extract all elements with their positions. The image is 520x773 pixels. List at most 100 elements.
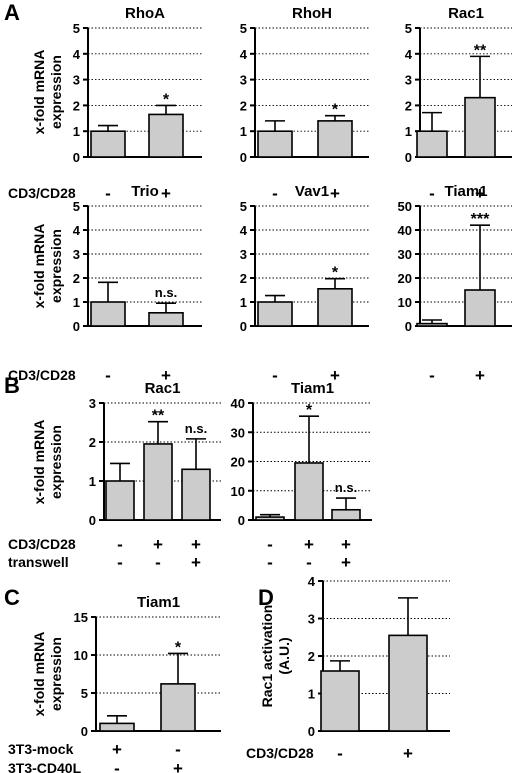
ns-label: n.s. [155,285,177,300]
condition-label: CD3/CD28 [8,536,76,552]
y-axis-label-line: x-fold mRNA [31,420,47,505]
condition-mark: - [272,184,278,203]
y-tick-label: 0 [89,513,96,528]
condition-mark: + [191,535,201,554]
bar [255,516,285,521]
bar [90,130,126,158]
bar [388,634,428,732]
y-tick-label: 30 [231,425,245,440]
y-tick-label: 1 [73,295,80,310]
condition-label: transwell [8,554,69,570]
y-tick-label: 2 [73,98,80,113]
y-tick-label: 5 [240,21,247,36]
chart-c-tiam1: 0 5 10 15 * Tiam1 x-fold mRNAexpression 3T3-moc… [8,594,221,773]
y-tick-label: 0 [73,319,80,334]
y-tick-label: 4 [73,223,81,238]
y-tick-label: 1 [308,687,315,702]
y-tick-label: 2 [89,435,96,450]
chart-a-rhoa: 0 1 2 3 4 5 * RhoA x-fold mRNAexpression CD3/CD28… [8,5,202,203]
y-tick-label: 5 [81,686,88,701]
bar [257,301,293,327]
condition-mark: + [161,184,171,203]
condition-mark: - [429,184,435,203]
condition-mark: - [105,184,111,203]
y-tick-label: 10 [74,648,88,663]
y-axis-label-line: x-fold mRNA [31,632,47,717]
y-tick-label: 0 [405,319,412,334]
condition-label: 3T3-CD40L [8,760,82,773]
bar [416,130,448,158]
significance-label: * [306,402,313,419]
bar [257,130,293,158]
condition-mark: - [306,553,312,572]
bar [90,301,126,327]
significance-label: * [332,265,339,282]
y-tick-label: 4 [240,223,248,238]
bar [160,683,196,732]
y-tick-label: 4 [240,47,248,62]
chart-a-trio: 0 1 2 3 4 5 n.s. Trio x-fold mRNAexpression CD3/C… [8,183,202,385]
y-tick-label: 1 [240,295,247,310]
chart-a-rhoh: 0 1 2 3 4 5 * RhoH - + [240,5,369,203]
y-tick-label: 3 [308,612,315,627]
y-axis-label-line: expression [48,637,64,711]
y-axis-label-line: (A.U.) [276,637,292,674]
significance-label: * [163,91,170,108]
y-tick-label: 4 [405,47,413,62]
panel-letter-b: B [4,373,20,398]
condition-mark: + [173,759,183,773]
chart-title: Trio [131,183,159,200]
y-tick-label: 3 [89,396,96,411]
bar [99,722,135,732]
chart-title: RhoH [292,5,332,22]
bar [320,670,360,732]
condition-mark: + [475,366,485,385]
chart-title: RhoA [125,5,165,22]
condition-mark: + [153,535,163,554]
y-tick-label: 15 [74,610,88,625]
condition-mark: - [175,740,181,759]
condition-mark: - [117,535,123,554]
y-axis-label-line: expression [48,55,64,129]
y-tick-label: 5 [240,199,247,214]
y-tick-label: 3 [405,73,412,88]
y-tick-label: 40 [231,396,245,411]
bar [416,322,448,327]
y-tick-label: 3 [240,247,247,262]
chart-title: Vav1 [295,183,329,200]
y-tick-label: 0 [240,319,247,334]
y-tick-label: 40 [398,223,412,238]
bar [464,96,496,158]
y-tick-label: 0 [405,150,412,165]
condition-mark: - [272,366,278,385]
y-axis-label-line: expression [48,229,64,303]
chart-title: Rac1 [448,5,484,22]
significance-label: ** [474,42,487,59]
significance-label: * [175,639,182,656]
bar [464,289,496,327]
condition-label: CD3/CD28 [8,367,76,383]
y-tick-label: 3 [73,73,80,88]
y-tick-label: 1 [89,474,96,489]
y-tick-label: 10 [231,484,245,499]
condition-label: CD3/CD28 [8,185,76,201]
y-tick-label: 0 [81,724,88,739]
chart-a-rac1: 0 1 2 3 4 5 ** Rac1 - + [405,5,512,203]
ns-label: n.s. [185,421,207,436]
condition-mark: + [112,740,122,759]
y-tick-label: 10 [398,295,412,310]
significance-label: ** [152,408,165,425]
y-tick-label: 2 [405,98,412,113]
chart-title: Tiam1 [444,183,487,200]
y-axis-label-line: x-fold mRNA [31,50,47,135]
y-tick-label: 2 [240,98,247,113]
ns-label: n.s. [335,480,357,495]
condition-mark: + [161,366,171,385]
bar [317,120,353,158]
condition-mark: - [114,759,120,773]
y-tick-label: 4 [308,574,316,589]
condition-mark: + [475,184,485,203]
y-tick-label: 2 [240,271,247,286]
